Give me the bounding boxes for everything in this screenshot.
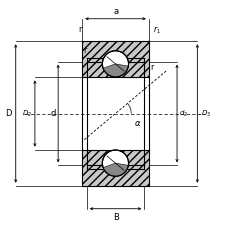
Text: $D_3$: $D_3$ [201, 109, 211, 118]
Bar [86, 58, 144, 62]
Text: d: d [50, 109, 56, 118]
Text: a: a [112, 7, 118, 16]
Bar [82, 150, 148, 186]
Circle shape [102, 51, 128, 77]
Text: $D_2$: $D_2$ [22, 109, 32, 118]
Text: r: r [78, 25, 82, 40]
Text: D: D [5, 109, 11, 118]
Text: $r_1$: $r_1$ [147, 24, 161, 42]
Text: $\alpha$: $\alpha$ [133, 119, 140, 128]
Bar [82, 41, 148, 77]
Text: $d_2$: $d_2$ [179, 109, 188, 118]
Text: B: B [112, 213, 118, 222]
Text: r: r [144, 62, 153, 73]
Wedge shape [103, 64, 128, 77]
Text: r: r [83, 46, 87, 60]
Bar [86, 165, 144, 169]
Circle shape [102, 150, 128, 176]
Wedge shape [103, 163, 128, 176]
